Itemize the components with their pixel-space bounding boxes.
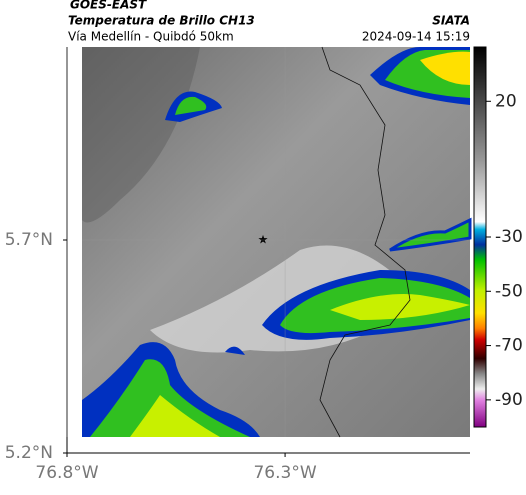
lat-tick-label: 5.7°N: [5, 230, 53, 250]
colorbar-tick-label: -90: [495, 390, 523, 410]
cloud-cold: [175, 96, 207, 115]
cloud-cold: [420, 51, 470, 85]
lon-tick-label: 76.3°W: [253, 463, 316, 483]
border: [319, 46, 411, 438]
timestamp: 2024-09-14 15:19: [362, 30, 470, 44]
colorbar-tick-label: 20: [495, 91, 517, 111]
colorbar-tick-label: -30: [495, 227, 523, 247]
cloud-cold: [90, 359, 250, 437]
colorbar: [473, 46, 487, 428]
product: Temperatura de Brillo CH13: [68, 14, 255, 28]
map: ★: [82, 46, 472, 438]
cloud-cold: [225, 346, 245, 355]
cloud-cold: [389, 217, 472, 252]
colorbar-tick-label: -70: [495, 336, 523, 356]
location-marker: ★: [258, 233, 269, 247]
cloud-cold: [330, 294, 470, 320]
cloud-cold: [130, 395, 220, 437]
lat-tick-label: 5.2°N: [5, 443, 53, 463]
lon-tick-label: 76.8°W: [35, 463, 98, 483]
cloud-dark: [82, 47, 200, 223]
agency: SIATA: [432, 14, 470, 28]
region: Vía Medellín - Quibdó 50km: [68, 30, 234, 44]
source: GOES-EAST: [70, 0, 147, 12]
colorbar-tick-label: -50: [495, 281, 523, 301]
